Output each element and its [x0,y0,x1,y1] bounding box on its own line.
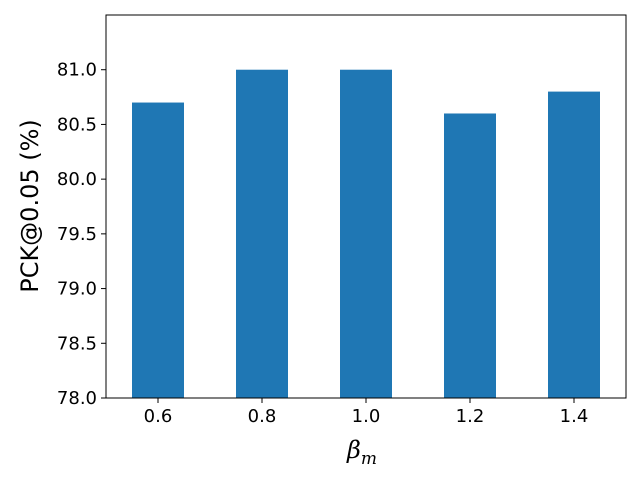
y-tick-label: 79.5 [57,224,97,245]
y-tick-label: 78.0 [57,388,97,409]
x-tick-label: 0.6 [144,406,173,427]
x-tick-label: 1.0 [352,406,381,427]
x-tick-label: 1.2 [456,406,485,427]
y-tick-label: 79.0 [57,279,97,300]
y-tick-label: 81.0 [57,60,97,81]
y-tick-label: 80.5 [57,114,97,135]
x-axis-label: βm [346,436,377,469]
y-axis-label: PCK@0.05 (%) [16,119,44,293]
bar-1.0 [340,69,392,398]
x-tick-label: 1.4 [560,406,589,427]
y-axis: 78.0 78.5 79.0 79.5 80.0 80.5 81.0 [57,60,106,409]
bars-group [132,69,600,399]
x-axis-label-base: β [346,436,361,464]
bar-0.6 [132,102,184,399]
bar-1.2 [444,113,496,398]
x-tick-label: 0.8 [248,406,277,427]
y-tick-label: 78.5 [57,333,97,354]
bar-0.8 [236,69,288,398]
y-tick-label: 80.0 [57,169,97,190]
x-axis-label-subscript: m [361,449,377,469]
bar-1.4 [548,91,600,398]
x-axis: 0.6 0.8 1.0 1.2 1.4 [144,398,589,427]
